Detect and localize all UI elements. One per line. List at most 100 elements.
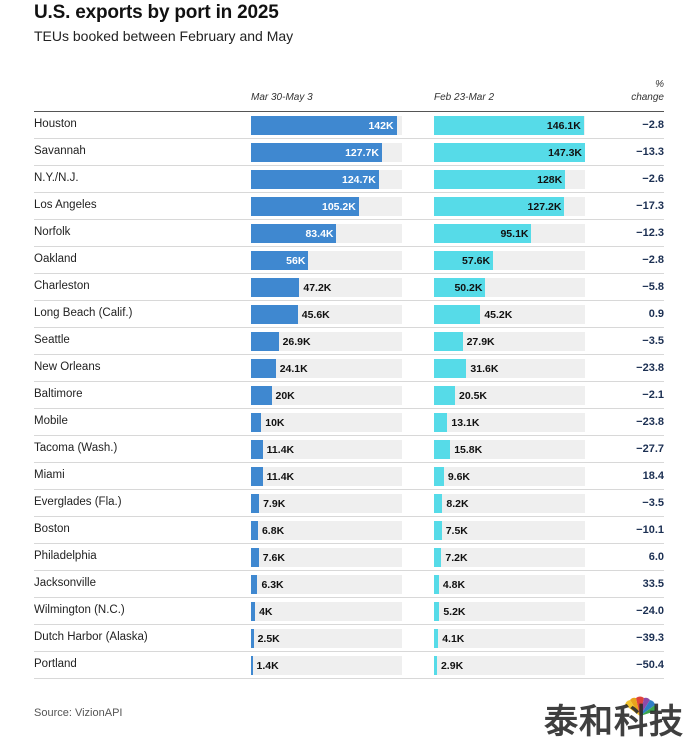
- bar-track-current: 24.1K: [251, 359, 402, 378]
- table-row: Portland 1.4K 2.9K −50.4: [0, 652, 690, 679]
- row-divider: [34, 138, 664, 139]
- bar-current: [251, 467, 263, 486]
- header-divider: [34, 111, 664, 112]
- bar-track-current: 142K: [251, 116, 402, 135]
- row-divider: [34, 489, 664, 490]
- row-divider: [34, 381, 664, 382]
- bar-current: [251, 224, 337, 243]
- row-divider: [34, 543, 664, 544]
- bar-track-previous: 4.1K: [434, 629, 585, 648]
- data-label: 127.7K: [345, 147, 379, 159]
- data-label: 4.8K: [442, 579, 466, 591]
- table-row: Everglades (Fla.) 7.9K 8.2K −3.5: [0, 490, 690, 517]
- bar-current: [251, 521, 258, 540]
- pct-change-value: −24.0: [636, 605, 664, 617]
- bar-current: [251, 386, 272, 405]
- bar-track-current: 83.4K: [251, 224, 402, 243]
- bar-current: [251, 548, 259, 567]
- port-label: Savannah: [34, 145, 86, 157]
- bar-track-current: 124.7K: [251, 170, 402, 189]
- data-label: 27.9K: [466, 336, 495, 348]
- bar-current: [251, 143, 382, 162]
- row-divider: [34, 192, 664, 193]
- data-label: 45.2K: [484, 309, 513, 321]
- bar-previous: [434, 251, 494, 270]
- bar-previous: [434, 386, 455, 405]
- data-label: 4.1K: [442, 633, 465, 645]
- table-row: N.Y./N.J. 124.7K 128K −2.6: [0, 166, 690, 193]
- data-label: 24.1K: [279, 363, 308, 375]
- table-row: Houston 142K 146.1K −2.8: [0, 112, 690, 139]
- bar-previous: [434, 143, 585, 162]
- data-label: 95.1K: [500, 228, 529, 240]
- bar-track-current: 1.4K: [251, 656, 402, 675]
- chart-subtitle: TEUs booked between February and May: [34, 28, 294, 44]
- bar-previous: [434, 224, 532, 243]
- bar-track-previous: 2.9K: [434, 656, 585, 675]
- cnbc-peacock-icon: [625, 696, 657, 716]
- data-label: 56K: [286, 255, 306, 267]
- bar-track-previous: 147.3K: [434, 143, 585, 162]
- row-divider: [34, 246, 664, 247]
- bar-current: [251, 575, 258, 594]
- data-label: 45.6K: [301, 309, 330, 321]
- port-label: Dutch Harbor (Alaska): [34, 631, 148, 643]
- data-label: 47.2K: [303, 282, 332, 294]
- watermark-text: 泰和科技: [544, 703, 684, 741]
- table-row: Tacoma (Wash.) 11.4K 15.8K −27.7: [0, 436, 690, 463]
- bar-track-previous: 57.6K: [434, 251, 585, 270]
- data-label: 11.4K: [266, 471, 295, 483]
- row-divider: [34, 165, 664, 166]
- bar-current: [251, 278, 300, 297]
- bar-track-current: 7.6K: [251, 548, 402, 567]
- bar-track-current: 56K: [251, 251, 402, 270]
- data-label: 7.9K: [263, 498, 286, 510]
- bar-previous: [434, 548, 442, 567]
- data-label: 83.4K: [305, 228, 334, 240]
- bar-previous: [434, 278, 486, 297]
- row-divider: [34, 462, 664, 463]
- data-label: 128K: [537, 174, 563, 186]
- data-label: 15.8K: [454, 444, 483, 456]
- data-label: 13.1K: [451, 417, 480, 429]
- data-label: 8.2K: [446, 498, 469, 510]
- bar-track-previous: 7.5K: [434, 521, 585, 540]
- port-label: Los Angeles: [34, 199, 97, 211]
- bar-track-previous: 20.5K: [434, 386, 585, 405]
- pct-change-value: −2.8: [642, 254, 664, 266]
- source-note: Source: VizionAPI: [34, 707, 123, 719]
- data-label: 127.2K: [527, 201, 562, 213]
- pct-change-value: −12.3: [636, 227, 664, 239]
- data-label: 146.1K: [546, 120, 581, 132]
- bar-previous: [434, 521, 442, 540]
- table-row: Charleston 47.2K 50.2K −5.8: [0, 274, 690, 301]
- bar-current: [251, 251, 309, 270]
- bar-previous: [434, 170, 566, 189]
- bar-track-previous: 95.1K: [434, 224, 585, 243]
- data-label: 4K: [259, 606, 273, 618]
- pct-change-value: −23.8: [636, 416, 664, 428]
- bar-track-current: 11.4K: [251, 467, 402, 486]
- bar-track-current: 47.2K: [251, 278, 402, 297]
- row-divider: [34, 651, 664, 652]
- bar-previous: [434, 332, 463, 351]
- data-label: 11.4K: [266, 444, 295, 456]
- bar-track-current: 6.3K: [251, 575, 402, 594]
- column-header-pct-change: % change: [631, 78, 664, 104]
- bar-current: [251, 359, 276, 378]
- port-label: Everglades (Fla.): [34, 496, 122, 508]
- port-label: N.Y./N.J.: [34, 172, 79, 184]
- port-label: Boston: [34, 523, 70, 535]
- port-label: New Orleans: [34, 361, 101, 373]
- table-row: Wilmington (N.C.) 4K 5.2K −24.0: [0, 598, 690, 625]
- pct-change-value: −5.8: [642, 281, 664, 293]
- pct-change-value: −3.5: [642, 497, 664, 509]
- pct-change-value: −13.3: [636, 146, 664, 158]
- pct-change-value: −17.3: [636, 200, 664, 212]
- data-label: 20.5K: [459, 390, 488, 402]
- bar-track-previous: 146.1K: [434, 116, 585, 135]
- data-label: 5.2K: [443, 606, 466, 618]
- bar-track-previous: 8.2K: [434, 494, 585, 513]
- bar-track-current: 105.2K: [251, 197, 402, 216]
- port-label: Baltimore: [34, 388, 83, 400]
